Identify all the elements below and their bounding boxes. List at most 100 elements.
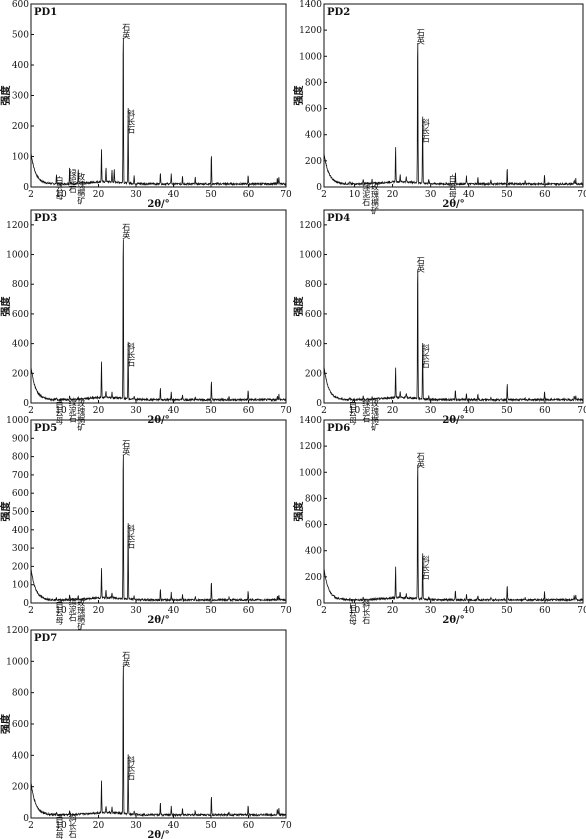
x-axis-label: 2θ/° [147,615,169,626]
y-tick-label: 500 [12,31,29,41]
panel-title: PD5 [34,423,57,434]
y-axis-label: 强度 [0,296,12,317]
y-axis-label: 强度 [0,501,12,522]
x-tick-label: 60 [243,821,255,831]
y-tick-label: 200 [305,369,322,379]
y-tick-label: 600 [305,310,322,320]
y-tick-label: 1200 [299,442,322,452]
x-tick-label: 2 [321,190,327,200]
y-tick-label: 1400 [299,416,322,426]
x-tick-label: 10 [349,406,361,416]
peak-label: 绿泥石 [362,182,371,207]
peak-label: 白云母 [348,600,357,626]
y-tick-label: 300 [12,544,29,554]
peak-label: 玫瑰榍矿 [370,182,379,216]
y-tick-label: 400 [305,131,322,141]
y-tick-label: 800 [305,78,322,88]
y-tick-label: 200 [305,573,322,583]
x-tick-label: 70 [280,190,292,200]
x-tick-label: 2 [28,606,34,616]
y-tick-label: 600 [12,489,29,499]
x-tick-label: 70 [280,821,292,831]
x-tick-label: 2 [28,406,34,416]
y-tick-label: 1000 [6,251,29,261]
y-tick-label: 400 [12,526,29,536]
plot-frame [30,629,287,819]
panel-title: PD1 [34,7,57,18]
y-tick-label: 600 [305,105,322,115]
x-tick-label: 60 [243,606,255,616]
x-tick-label: 50 [205,406,217,416]
y-tick-label: 600 [12,310,29,320]
x-tick-label: 10 [55,606,67,616]
x-tick-label: 50 [501,606,513,616]
xrd-panel-pd7: 0 200 400 600 800 1000 1200 2 10 20 30 40 50 60 70 2θ/°… [0,626,292,839]
peak-label: 白云母 [55,814,64,839]
y-axis-label: 强度 [0,713,12,734]
y-tick-label: 1000 [299,468,322,478]
x-tick-label: 2 [28,821,34,831]
peak-label: 玫瑰榍矿 [77,398,86,432]
plot-frame [30,209,287,404]
peak-label: 斜长石 [421,554,430,580]
y-tick-label: 1000 [299,251,322,261]
y-tick-label: 200 [305,157,322,167]
y-tick-label: 600 [12,0,29,10]
y-tick-label: 100 [12,153,29,163]
x-tick-label: 50 [205,606,217,616]
x-tick-label: 30 [425,606,437,616]
x-tick-label: 10 [55,190,67,200]
peak-label: 斜长石 [421,343,430,369]
x-tick-label: 40 [168,406,180,416]
y-tick-label: 100 [12,581,29,591]
peak-label: 绿泥石 [362,398,371,423]
x-tick-label: 30 [425,190,437,200]
x-tick-label: 20 [387,190,399,200]
plot-frame [323,209,584,404]
peak-label: 斜长石 [127,524,136,550]
x-tick-label: 20 [387,406,399,416]
y-tick-label: 0 [316,599,322,609]
panel-title: PD7 [34,633,57,644]
y-tick-label: 1200 [299,221,322,231]
y-tick-label: 900 [12,434,29,444]
peak-label: 斜长石 [127,342,136,368]
x-tick-label: 50 [501,190,513,200]
peak-label: 石英 [122,651,131,668]
y-tick-label: 1200 [6,626,29,636]
y-tick-label: 800 [12,280,29,290]
x-tick-label: 30 [130,190,142,200]
x-tick-label: 10 [349,606,361,616]
x-tick-label: 70 [280,606,292,616]
peak-label: 玫瑰榍矿 [77,171,86,205]
peak-label: 石英 [416,257,425,274]
y-tick-label: 400 [12,61,29,71]
x-axis-label: 2θ/° [442,615,464,626]
xrd-panel-pd5: 0 100 200 300 400 500 600 700 800 900 1000 2 10 20 30 4… [0,416,292,632]
x-tick-label: 50 [205,190,217,200]
x-tick-label: 70 [577,606,586,616]
plot-frame [30,419,287,604]
y-tick-label: 200 [12,783,29,793]
y-tick-label: 0 [23,814,29,824]
peak-label: 绿泥石 [68,598,77,623]
y-tick-label: 800 [12,453,29,463]
x-tick-label: 40 [168,821,180,831]
x-tick-label: 20 [93,606,105,616]
y-tick-label: 0 [23,599,29,609]
x-tick-label: 60 [539,406,551,416]
y-tick-label: 1000 [6,657,29,667]
y-tick-label: 700 [12,471,29,481]
y-tick-label: 0 [316,183,322,193]
x-tick-label: 2 [28,190,34,200]
y-tick-label: 0 [23,399,29,409]
panel-title: PD2 [327,7,350,18]
peak-label: 绿泥石 [68,169,77,194]
y-tick-label: 600 [12,720,29,730]
peak-label: 白云母 [448,174,457,200]
xrd-panel-pd2: 0 200 400 600 800 1000 1200 1400 2 10 20 30 40 50 60 70… [292,0,586,216]
y-tick-label: 0 [23,183,29,193]
x-tick-label: 40 [463,606,475,616]
